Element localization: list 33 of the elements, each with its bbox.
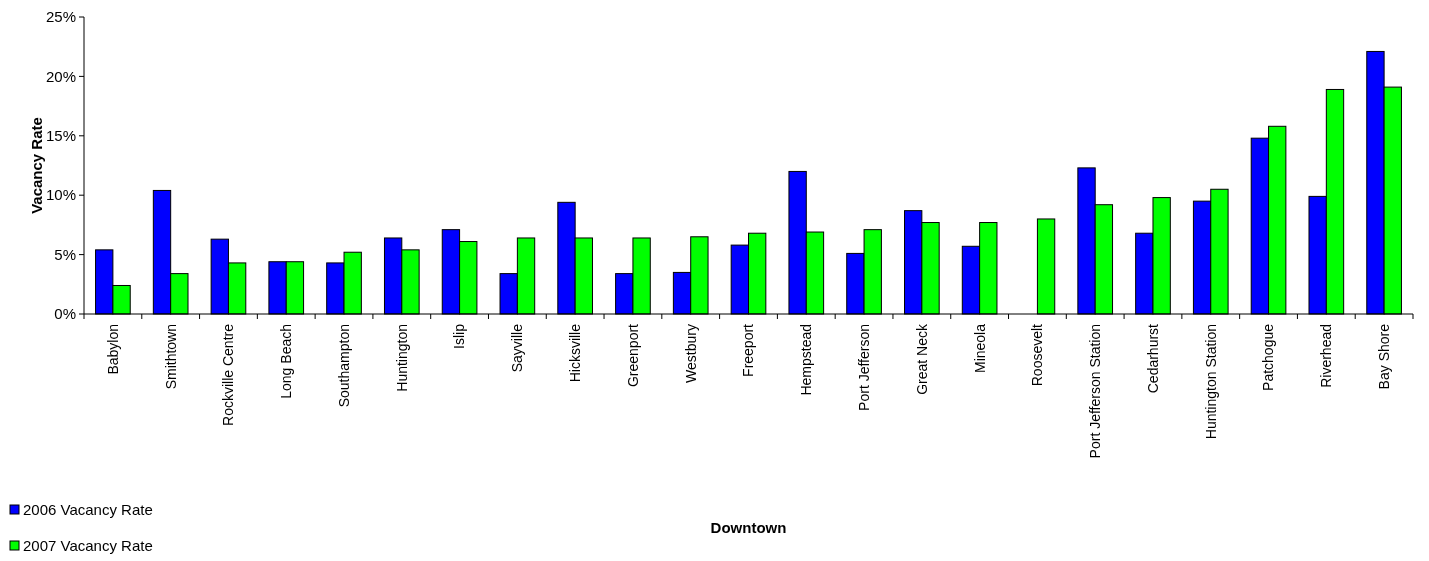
x-tick-label: Babylon — [104, 324, 121, 375]
x-tick-label: Southampton — [335, 324, 352, 408]
x-tick-label: Patchogue — [1260, 323, 1277, 391]
x-tick-label: Westbury — [682, 324, 699, 383]
x-tick-label: Roosevelt — [1029, 323, 1046, 387]
x-tick-label: Bay Shore — [1376, 323, 1393, 390]
x-tick-label: Huntington Station — [1202, 324, 1219, 440]
x-tick-label: Smithtown — [162, 324, 179, 390]
y-axis-title: Vacancy Rate — [28, 117, 45, 214]
legend-label: 2006 Vacancy Rate — [23, 501, 153, 519]
x-tick-label: Huntington — [393, 324, 410, 392]
y-tick-label: 0% — [54, 305, 76, 323]
x-tick-label: Port Jefferson — [855, 324, 872, 411]
x-tick-label: Cedarhurst — [1144, 323, 1161, 394]
x-tick-label: Long Beach — [278, 324, 295, 399]
x-tick-label: Mineola — [971, 323, 988, 374]
x-tick-label: Great Neck — [913, 323, 930, 395]
x-tick-label: Rockville Centre — [220, 323, 237, 426]
y-tick-label: 20% — [45, 67, 76, 85]
x-tick-label: Freeport — [740, 323, 757, 377]
x-tick-label: Greenport — [624, 323, 641, 388]
x-tick-label: Riverhead — [1318, 324, 1335, 388]
legend-label: 2007 Vacancy Rate — [23, 537, 153, 555]
x-tick-label: Hicksville — [567, 323, 584, 383]
x-axis-title: Downtown — [710, 519, 787, 536]
y-tick-label: 25% — [45, 8, 76, 26]
y-tick-label: 10% — [45, 186, 76, 204]
y-tick-label: 5% — [54, 245, 76, 263]
x-tick-label: Sayville — [509, 323, 526, 373]
x-tick-label: Islip — [451, 323, 468, 349]
x-tick-label: Port Jefferson Station — [1087, 324, 1104, 459]
y-tick-label: 15% — [45, 127, 76, 145]
x-tick-label: Hempstead — [798, 324, 815, 396]
